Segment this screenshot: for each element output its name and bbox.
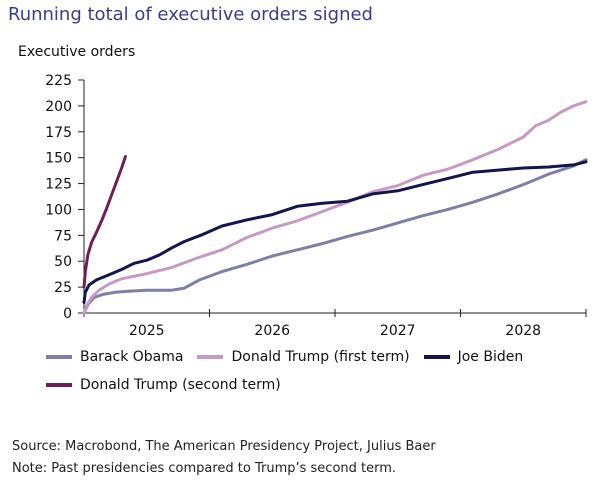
- legend-label-obama: Barack Obama: [80, 349, 184, 365]
- legend-entry-trump-second: Donald Trump (second term): [46, 377, 281, 393]
- y-tick-label: 50: [54, 254, 72, 270]
- x-tick-label: 2025: [129, 323, 165, 339]
- source-text: Source: Macrobond, The American Presiden…: [12, 439, 436, 454]
- series-barack-obama: [82, 158, 588, 315]
- legend-swatch-trump-second: [46, 383, 72, 387]
- series-trump-second-term: [82, 155, 127, 289]
- legend-label-trump-first: Donald Trump (first term): [231, 349, 410, 365]
- legend-row-2: Donald Trump (second term): [46, 377, 295, 393]
- series-layer: [82, 100, 588, 315]
- legend-entry-obama: Barack Obama: [46, 349, 183, 365]
- legend-row-1: Barack Obama Donald Trump (first term) J…: [46, 349, 537, 365]
- x-tick-label: 2028: [505, 323, 541, 339]
- y-axis-label: Executive orders: [18, 44, 136, 60]
- axes: 0 25 50 75 100 125 150 175 200 225 2025 2026 2027 202…: [45, 73, 587, 339]
- chart-title: Running total of executive orders signed: [8, 4, 373, 25]
- y-tick-label: 200: [45, 99, 72, 115]
- y-tick-label: 175: [45, 125, 72, 141]
- legend-swatch-trump-first: [197, 355, 224, 359]
- legend-swatch-biden: [423, 355, 450, 359]
- y-tick-label: 100: [45, 202, 72, 218]
- legend-swatch-obama: [46, 355, 72, 359]
- line-chart: 0 25 50 75 100 125 150 175 200 225 2025 2026 2027 202…: [45, 73, 588, 339]
- y-tick-label: 0: [63, 306, 72, 322]
- y-tick-label: 150: [45, 151, 72, 167]
- x-tick-label: 2027: [380, 323, 416, 339]
- note-text: Note: Past presidencies compared to Trum…: [12, 461, 397, 476]
- x-tick-label: 2026: [254, 323, 290, 339]
- series-trump-first-term: [82, 100, 588, 315]
- legend-entry-trump-first: Donald Trump (first term): [197, 349, 410, 365]
- y-tick-label: 225: [45, 73, 72, 89]
- legend-label-trump-second: Donald Trump (second term): [80, 377, 281, 393]
- y-tick-label: 25: [54, 280, 72, 296]
- series-joe-biden: [82, 160, 588, 305]
- legend-label-biden: Joe Biden: [457, 349, 524, 365]
- footer: Source: Macrobond, The American Presiden…: [12, 436, 436, 480]
- legend-entry-biden: Joe Biden: [423, 349, 524, 365]
- y-tick-label: 125: [45, 177, 72, 193]
- y-tick-label: 75: [54, 228, 72, 244]
